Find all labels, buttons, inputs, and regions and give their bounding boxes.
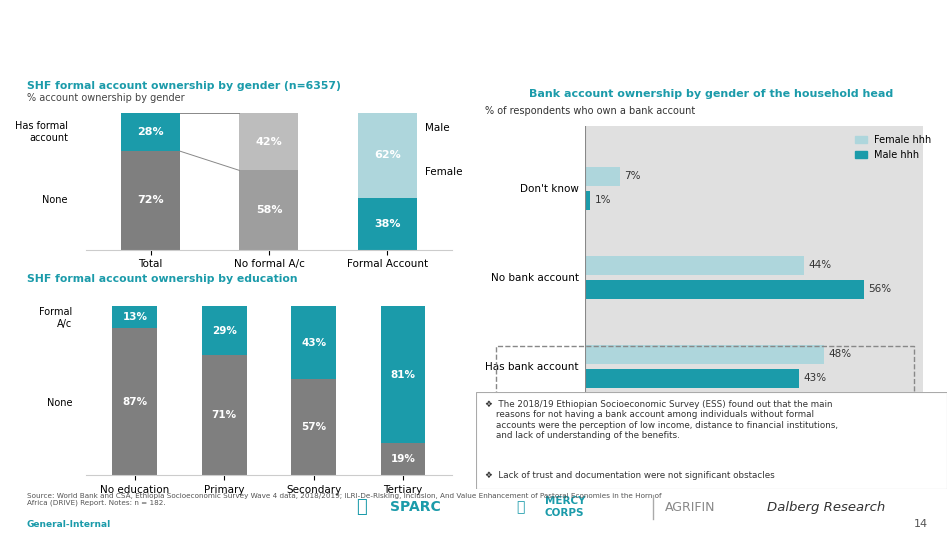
Text: 81%: 81% bbox=[390, 369, 415, 380]
Legend: Female hhh, Male hhh: Female hhh, Male hhh bbox=[851, 131, 936, 164]
Text: 19%: 19% bbox=[390, 454, 415, 464]
Text: The uptake of formal financing among producers is low; Education is seen as a: The uptake of formal financing among pro… bbox=[30, 10, 639, 24]
Text: SPARC: SPARC bbox=[390, 500, 441, 514]
Bar bbox=[381, 443, 426, 475]
Text: General-Internal: General-Internal bbox=[27, 520, 110, 529]
Text: 58%: 58% bbox=[256, 205, 282, 215]
Bar bbox=[239, 170, 299, 250]
Text: Female: Female bbox=[425, 167, 463, 177]
Text: key promoter to formal financing: key promoter to formal financing bbox=[30, 48, 287, 62]
Text: 1%: 1% bbox=[594, 195, 611, 206]
Bar bbox=[121, 151, 180, 250]
Text: Formal
A/c: Formal A/c bbox=[39, 307, 72, 329]
Bar bbox=[202, 306, 247, 355]
Bar bbox=[585, 166, 621, 186]
Text: AGRIFIN: AGRIFIN bbox=[664, 500, 715, 514]
Bar bbox=[585, 191, 590, 211]
Bar bbox=[121, 113, 180, 151]
Text: Dalberg Research: Dalberg Research bbox=[767, 500, 885, 514]
Text: 57%: 57% bbox=[301, 422, 327, 432]
Bar bbox=[585, 280, 863, 299]
Text: 43%: 43% bbox=[803, 373, 826, 383]
Text: 14: 14 bbox=[914, 519, 928, 529]
Text: 62%: 62% bbox=[374, 150, 401, 161]
Text: ❖  Lack of trust and documentation were not significant obstacles: ❖ Lack of trust and documentation were n… bbox=[486, 471, 775, 480]
Bar bbox=[358, 198, 417, 250]
Text: Source: World Bank and CSA, Ethiopia Socioeconomic Survey Wave 4 data, 2018/2019: Source: World Bank and CSA, Ethiopia Soc… bbox=[27, 493, 661, 506]
Text: None: None bbox=[47, 397, 72, 408]
Text: % account ownership by gender: % account ownership by gender bbox=[27, 93, 185, 103]
Text: SHF formal account ownership by education: SHF formal account ownership by educatio… bbox=[27, 274, 297, 284]
Bar bbox=[585, 345, 824, 364]
Text: 13%: 13% bbox=[123, 312, 148, 322]
Bar bbox=[7, 6, 22, 35]
Text: Bank account ownership by gender of the household head: Bank account ownership by gender of the … bbox=[529, 89, 894, 99]
Text: 56%: 56% bbox=[868, 285, 891, 294]
Text: 71%: 71% bbox=[211, 410, 237, 420]
Text: 43%: 43% bbox=[301, 338, 327, 347]
Bar bbox=[112, 306, 157, 328]
Text: Access: Access bbox=[6, 267, 15, 304]
Text: 87%: 87% bbox=[122, 397, 148, 407]
Bar bbox=[585, 368, 799, 388]
Text: 48%: 48% bbox=[828, 350, 851, 359]
Bar bbox=[291, 379, 336, 475]
Bar bbox=[585, 256, 804, 275]
Bar bbox=[112, 328, 157, 475]
Text: ❖  The 2018/19 Ethiopian Socioeconomic Survey (ESS) found out that the main
    : ❖ The 2018/19 Ethiopian Socioeconomic Su… bbox=[486, 400, 839, 440]
Text: 29%: 29% bbox=[211, 326, 237, 336]
Bar bbox=[358, 113, 417, 198]
Bar bbox=[239, 113, 299, 170]
Text: SHF formal account ownership by gender (n=6357): SHF formal account ownership by gender (… bbox=[27, 81, 341, 91]
Text: 38%: 38% bbox=[374, 219, 401, 229]
Text: 72%: 72% bbox=[137, 195, 164, 206]
Text: MERCY
CORPS: MERCY CORPS bbox=[545, 496, 585, 518]
Text: Has formal
account: Has formal account bbox=[15, 121, 68, 143]
Text: 7%: 7% bbox=[625, 171, 641, 182]
Text: None: None bbox=[43, 195, 68, 206]
Text: % of respondents who own a bank account: % of respondents who own a bank account bbox=[486, 106, 696, 117]
Bar bbox=[202, 355, 247, 475]
Text: ✨: ✨ bbox=[516, 500, 525, 514]
Text: 42%: 42% bbox=[255, 137, 283, 147]
Text: 28%: 28% bbox=[137, 127, 164, 137]
Bar bbox=[291, 306, 336, 379]
Bar bbox=[381, 306, 426, 443]
Text: 44%: 44% bbox=[808, 260, 831, 271]
Text: Male: Male bbox=[425, 123, 449, 133]
Text: Ⓢ: Ⓢ bbox=[356, 498, 367, 516]
